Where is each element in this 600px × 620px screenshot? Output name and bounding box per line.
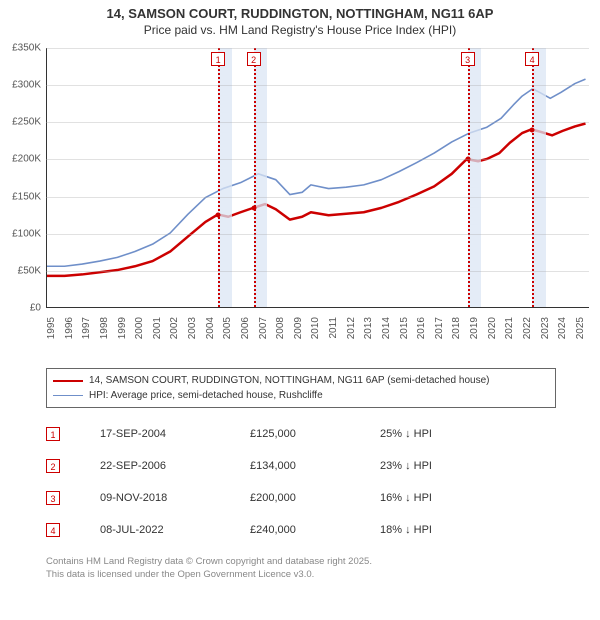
transaction-badge: 3 <box>461 52 475 66</box>
y-axis-tick-label: £350K <box>1 43 41 54</box>
chart: 1234 £0£50K£100K£150K£200K£250K£300K£350… <box>8 48 593 358</box>
legend-item: HPI: Average price, semi-detached house,… <box>53 388 549 403</box>
x-axis-tick-label: 2011 <box>328 317 339 357</box>
series-hpi <box>47 79 586 266</box>
x-axis-tick-label: 2009 <box>293 317 304 357</box>
transaction-row: 1 17-SEP-2004£125,00025% ↓ HPI <box>46 418 480 450</box>
x-axis-tick-label: 2025 <box>575 317 586 357</box>
transaction-badge: 1 <box>211 52 225 66</box>
gridline <box>46 48 589 49</box>
plot-area: 1 2 3 4 <box>46 48 589 308</box>
y-axis-tick-label: £250K <box>1 117 41 128</box>
transaction-row: 4 08-JUL-2022£240,00018% ↓ HPI <box>46 514 480 546</box>
x-axis-tick-label: 2005 <box>222 317 233 357</box>
transaction-diff: 18% ↓ HPI <box>380 524 480 536</box>
transaction-date: 09-NOV-2018 <box>100 492 250 504</box>
x-axis-tick-label: 2012 <box>346 317 357 357</box>
x-axis-tick-label: 1999 <box>117 317 128 357</box>
x-axis-tick-label: 2013 <box>363 317 374 357</box>
x-axis-tick-label: 1998 <box>99 317 110 357</box>
x-axis-tick-label: 2006 <box>240 317 251 357</box>
x-axis-tick-label: 2003 <box>187 317 198 357</box>
legend: 14, SAMSON COURT, RUDDINGTON, NOTTINGHAM… <box>46 368 556 408</box>
transaction-row-badge: 3 <box>46 491 60 505</box>
transaction-row-badge: 4 <box>46 523 60 537</box>
x-axis-tick-label: 1996 <box>64 317 75 357</box>
gridline <box>46 85 589 86</box>
transaction-line <box>218 48 220 307</box>
transaction-diff: 23% ↓ HPI <box>380 460 480 472</box>
legend-label: 14, SAMSON COURT, RUDDINGTON, NOTTINGHAM… <box>89 373 489 388</box>
legend-swatch <box>53 380 83 382</box>
transaction-line <box>254 48 256 307</box>
x-axis-tick-label: 1995 <box>46 317 57 357</box>
x-axis-tick-label: 2008 <box>275 317 286 357</box>
transaction-price: £134,000 <box>250 460 380 472</box>
transaction-row-badge: 1 <box>46 427 60 441</box>
transaction-marker <box>216 213 221 218</box>
x-axis-tick-label: 2023 <box>540 317 551 357</box>
x-axis-tick-label: 2002 <box>169 317 180 357</box>
x-axis-tick-label: 2019 <box>469 317 480 357</box>
gridline <box>46 122 589 123</box>
license-line2: This data is licensed under the Open Gov… <box>46 569 372 582</box>
x-axis-tick-label: 2001 <box>152 317 163 357</box>
transaction-price: £125,000 <box>250 428 380 440</box>
chart-title-line2: Price paid vs. HM Land Registry's House … <box>0 23 600 37</box>
transaction-row: 3 09-NOV-2018£200,00016% ↓ HPI <box>46 482 480 514</box>
chart-title-line1: 14, SAMSON COURT, RUDDINGTON, NOTTINGHAM… <box>0 6 600 21</box>
transaction-badge: 2 <box>247 52 261 66</box>
transaction-row: 2 22-SEP-2006£134,00023% ↓ HPI <box>46 450 480 482</box>
x-axis-tick-label: 2018 <box>451 317 462 357</box>
transaction-price: £240,000 <box>250 524 380 536</box>
y-axis-tick-label: £50K <box>1 265 41 276</box>
series-price_paid <box>47 124 586 276</box>
x-axis-tick-label: 2014 <box>381 317 392 357</box>
y-axis-tick-label: £0 <box>1 303 41 314</box>
gridline <box>46 234 589 235</box>
transaction-line <box>468 48 470 307</box>
gridline <box>46 159 589 160</box>
transaction-date: 08-JUL-2022 <box>100 524 250 536</box>
y-axis-tick-label: £200K <box>1 154 41 165</box>
y-axis-tick-label: £100K <box>1 228 41 239</box>
license-line1: Contains HM Land Registry data © Crown c… <box>46 556 372 569</box>
legend-label: HPI: Average price, semi-detached house,… <box>89 388 323 403</box>
x-axis-tick-label: 2021 <box>504 317 515 357</box>
x-axis-tick-label: 1997 <box>81 317 92 357</box>
highlight-band <box>218 48 232 307</box>
highlight-band <box>254 48 268 307</box>
highlight-band <box>532 48 546 307</box>
x-axis-tick-label: 2022 <box>522 317 533 357</box>
x-axis-tick-label: 2007 <box>258 317 269 357</box>
x-axis-tick-label: 2004 <box>205 317 216 357</box>
transaction-date: 22-SEP-2006 <box>100 460 250 472</box>
x-axis-tick-label: 2010 <box>310 317 321 357</box>
x-axis-tick-label: 2016 <box>416 317 427 357</box>
gridline <box>46 271 589 272</box>
x-axis-tick-label: 2024 <box>557 317 568 357</box>
transaction-badge: 4 <box>525 52 539 66</box>
transaction-price: £200,000 <box>250 492 380 504</box>
transaction-diff: 25% ↓ HPI <box>380 428 480 440</box>
y-axis-tick-label: £150K <box>1 191 41 202</box>
x-axis-tick-label: 2020 <box>487 317 498 357</box>
transaction-marker <box>530 127 535 132</box>
transaction-line <box>532 48 534 307</box>
chart-svg <box>47 48 589 307</box>
gridline <box>46 197 589 198</box>
legend-swatch <box>53 395 83 396</box>
x-axis-tick-label: 2015 <box>399 317 410 357</box>
x-axis-tick-label: 2000 <box>134 317 145 357</box>
transaction-date: 17-SEP-2004 <box>100 428 250 440</box>
transaction-diff: 16% ↓ HPI <box>380 492 480 504</box>
chart-title-block: 14, SAMSON COURT, RUDDINGTON, NOTTINGHAM… <box>0 0 600 37</box>
x-axis-tick-label: 2017 <box>434 317 445 357</box>
transaction-marker <box>251 206 256 211</box>
transaction-table: 1 17-SEP-2004£125,00025% ↓ HPI 2 22-SEP-200… <box>46 418 480 546</box>
y-axis-tick-label: £300K <box>1 80 41 91</box>
transaction-row-badge: 2 <box>46 459 60 473</box>
legend-item: 14, SAMSON COURT, RUDDINGTON, NOTTINGHAM… <box>53 373 549 388</box>
license-text: Contains HM Land Registry data © Crown c… <box>46 556 372 582</box>
